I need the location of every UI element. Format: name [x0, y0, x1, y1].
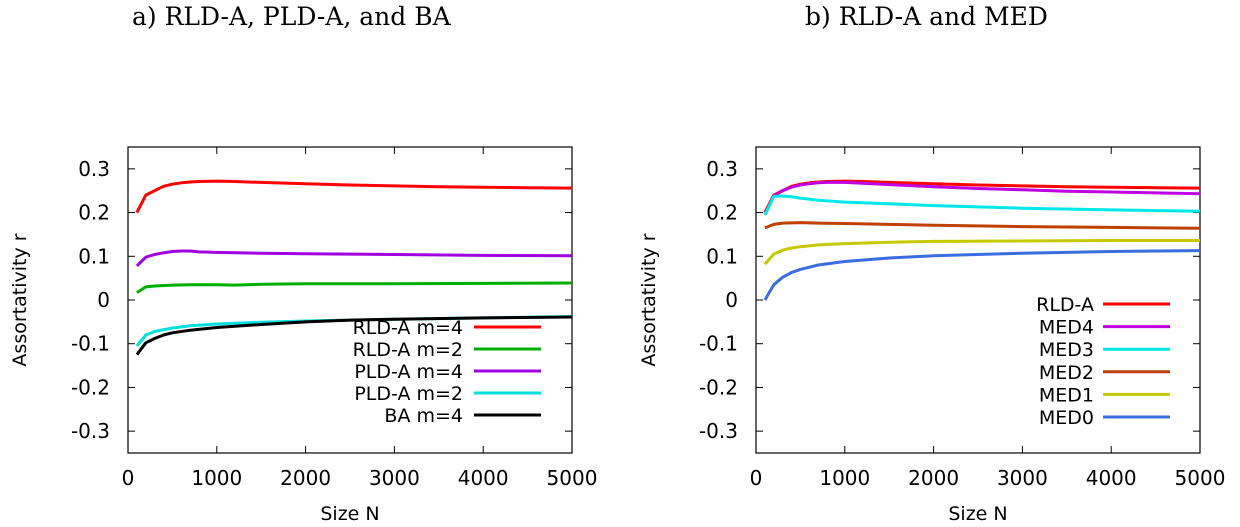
series-line-pld-a-m-4 [135, 249, 573, 267]
chart-panel-b: 0.3 0.2 0.1 0 -0.1 -0.2 -0.3 0 1000 2000 3000 4000 5… [638, 146, 1226, 525]
y-tick-label: 0.2 [78, 201, 110, 225]
y-tick-label: -0.2 [71, 375, 110, 399]
x-tick-label: 4000 [1086, 466, 1137, 490]
x-axis-label: Size N [948, 503, 1007, 525]
legend-label: RLD-A m=4 [353, 317, 463, 339]
legend-label: MED3 [1039, 339, 1094, 361]
y-tick-label: -0.1 [71, 332, 110, 356]
legend-label: RLD-A [1036, 294, 1094, 316]
series-line-med1 [763, 239, 1200, 266]
legend-label: PLD-A m=2 [354, 383, 463, 405]
y-axis-label: Assortativity r [638, 233, 660, 366]
y-tick-label: 0 [725, 288, 738, 312]
legend-label: MED4 [1039, 317, 1094, 339]
y-tick-label: 0.1 [78, 244, 110, 268]
y-tick-label: 0.2 [706, 201, 738, 225]
legend-label: RLD-A m=2 [353, 339, 463, 361]
x-tick-label: 5000 [1175, 466, 1226, 490]
y-tick-label: -0.1 [699, 332, 738, 356]
plot-frame [127, 146, 573, 454]
x-tick-label: 2000 [280, 466, 331, 490]
y-tick-label: -0.2 [699, 375, 738, 399]
chart-panel-a: 0.3 0.2 0.1 0 -0.1 -0.2 -0.3 0 1000 2000 3000 4000 5… [9, 146, 598, 525]
series-line-rld-a-m-4 [135, 179, 573, 214]
series-line-med0 [763, 249, 1201, 301]
y-tick-label: -0.3 [71, 419, 110, 443]
y-tick-label: 0.1 [706, 244, 738, 268]
legend-label: BA m=4 [384, 405, 463, 427]
legend-label: MED0 [1039, 407, 1094, 429]
panel-a-title: a) RLD-A, PLD-A, and BA [132, 2, 451, 31]
y-tick-label: -0.3 [699, 419, 738, 443]
x-tick-label: 5000 [547, 466, 598, 490]
legend-label: PLD-A m=4 [354, 361, 463, 383]
x-axis-label: Size N [320, 503, 379, 525]
legend-label: MED2 [1039, 362, 1094, 384]
series-line-ba-m-4 [135, 315, 573, 356]
x-tick-label: 0 [750, 466, 763, 490]
series-line-med2 [764, 221, 1201, 230]
legend-label: MED1 [1039, 384, 1094, 406]
x-tick-label: 1000 [191, 466, 242, 490]
x-tick-label: 3000 [997, 466, 1048, 490]
y-tick-label: 0.3 [78, 157, 110, 181]
x-tick-label: 2000 [908, 466, 959, 490]
series-line-med3 [763, 194, 1201, 216]
series-line-med4 [763, 180, 1201, 216]
y-tick-label: 0 [97, 288, 110, 312]
series-line-rld-a-m-2 [136, 281, 573, 294]
x-tick-label: 1000 [819, 466, 870, 490]
x-tick-label: 4000 [458, 466, 509, 490]
x-tick-label: 0 [122, 466, 135, 490]
panel-b-title: b) RLD-A and MED [805, 2, 1048, 31]
y-tick-label: 0.3 [706, 157, 738, 181]
y-axis-label: Assortativity r [9, 233, 31, 366]
x-tick-label: 3000 [369, 466, 420, 490]
